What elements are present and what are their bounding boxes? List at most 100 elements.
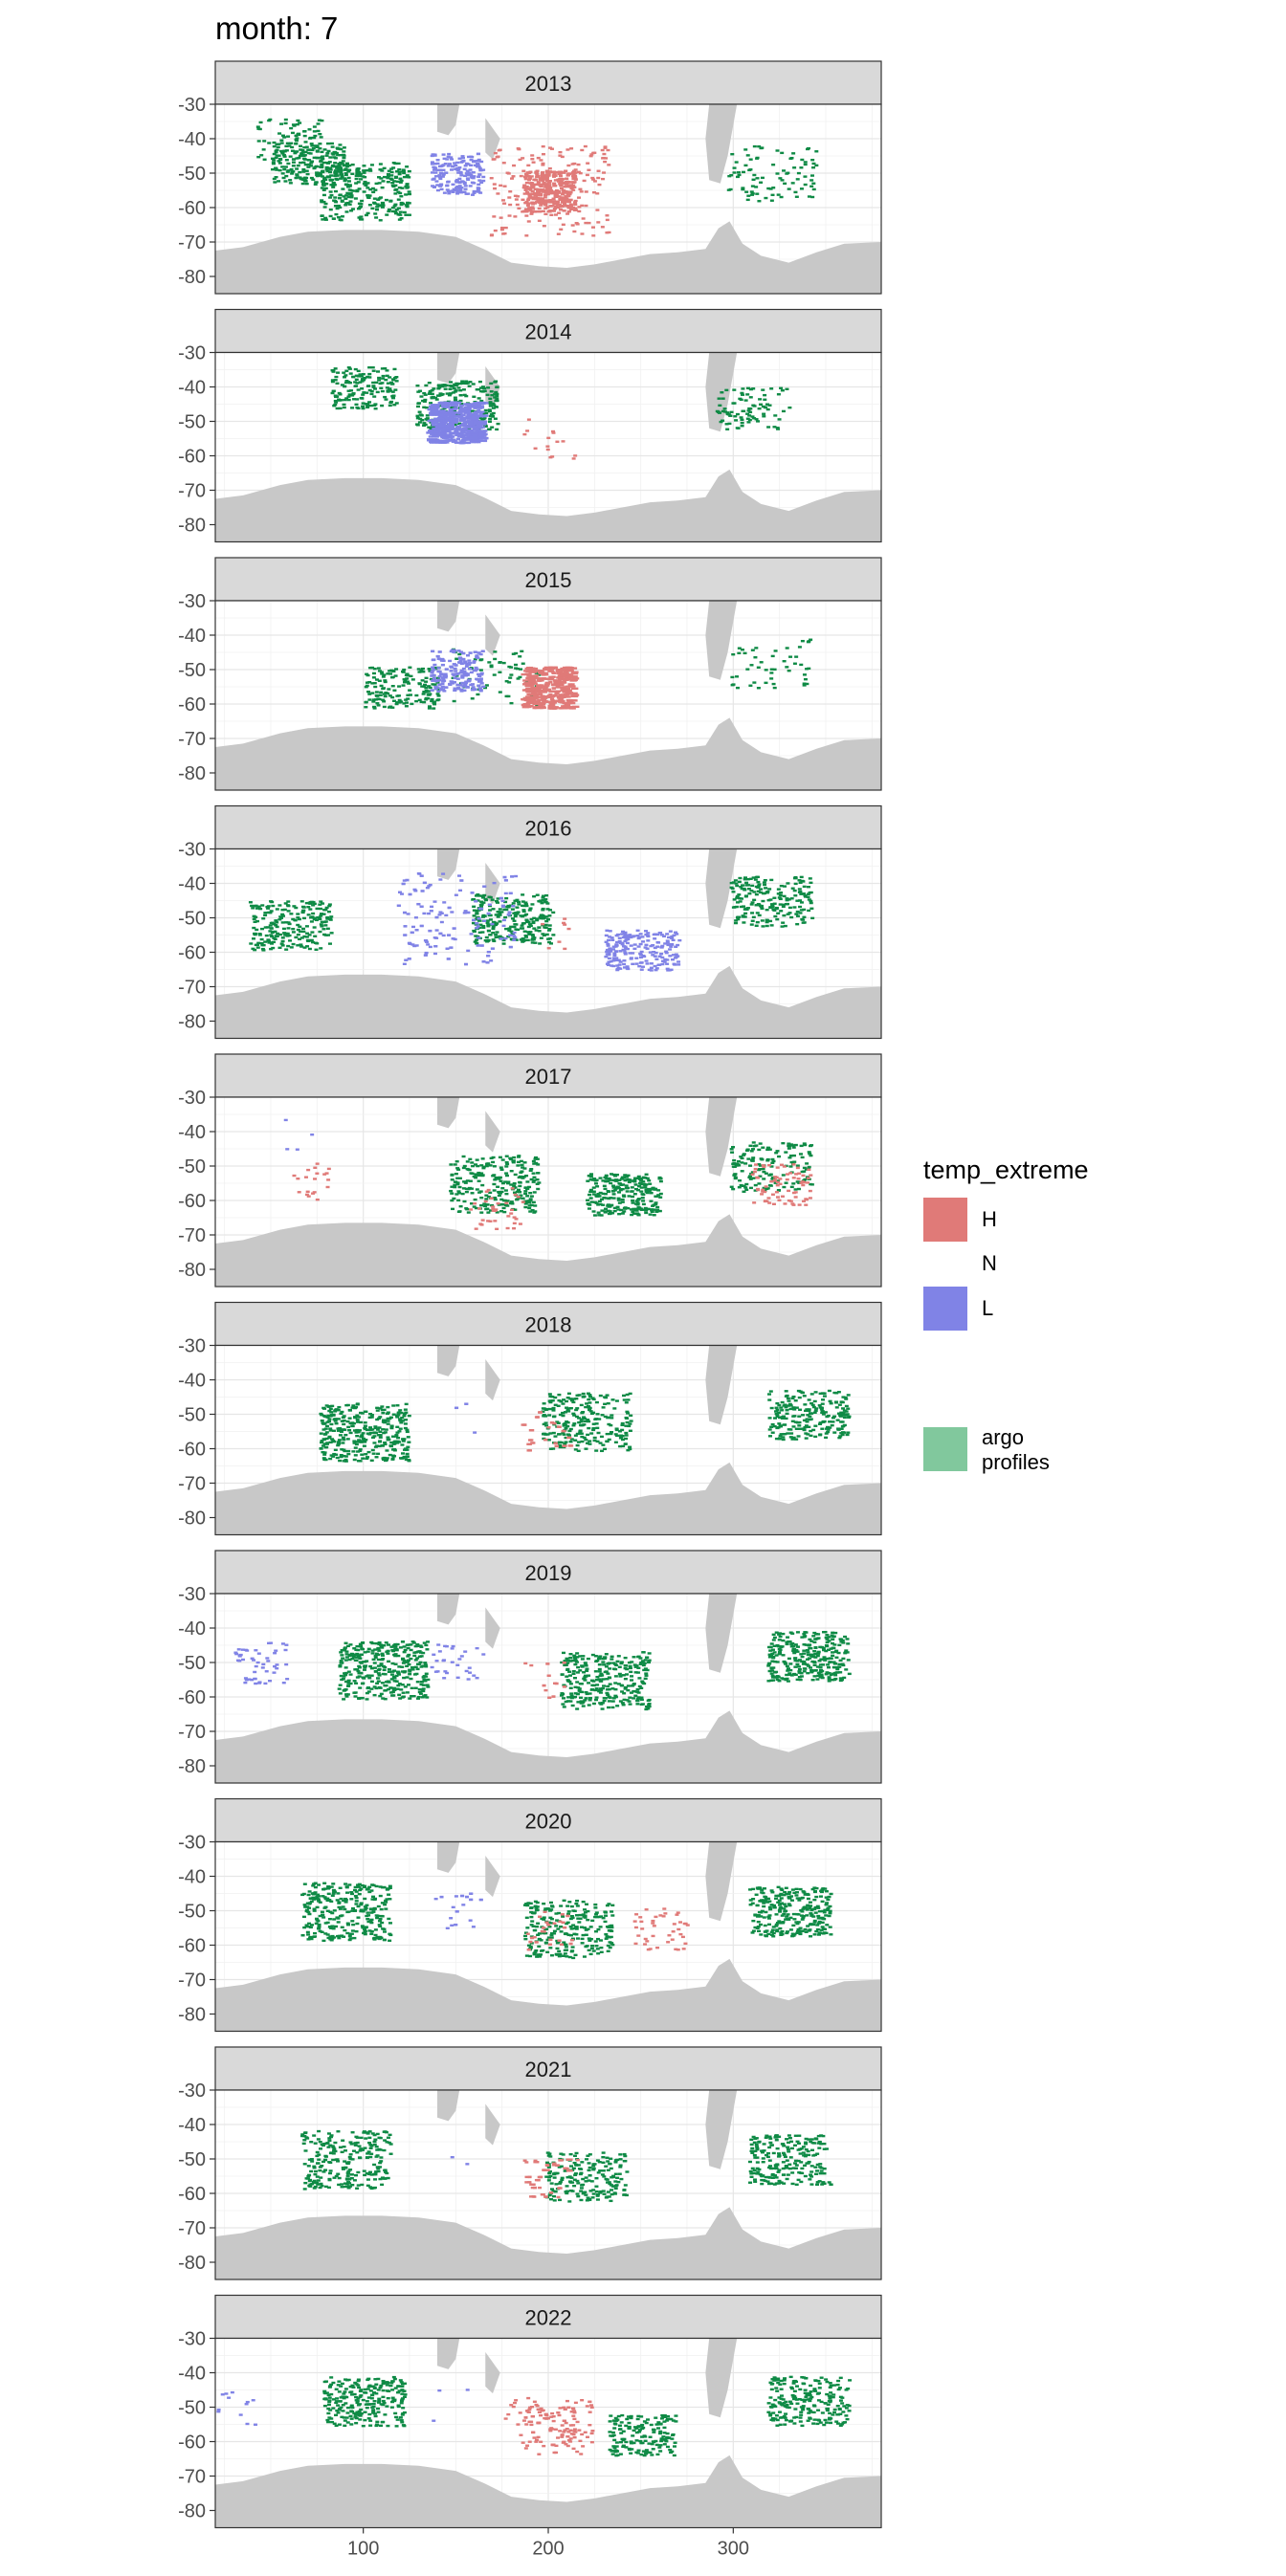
argo-cell bbox=[377, 377, 381, 379]
heat-cell bbox=[584, 205, 588, 207]
argo-cell bbox=[767, 899, 771, 901]
argo-cell bbox=[364, 185, 367, 187]
argo-cell bbox=[307, 128, 311, 130]
heat-cell bbox=[567, 675, 571, 677]
cold-cell bbox=[447, 165, 451, 166]
heat-cell bbox=[586, 162, 589, 164]
argo-cell bbox=[379, 177, 383, 179]
cold-cell bbox=[472, 182, 476, 184]
argo-cell bbox=[742, 921, 745, 923]
argo-cell bbox=[758, 407, 762, 409]
cold-cell bbox=[441, 169, 445, 171]
argo-cell bbox=[343, 146, 346, 148]
argo-cell bbox=[355, 178, 359, 180]
argo-cell bbox=[278, 162, 282, 164]
argo-cell bbox=[795, 196, 799, 198]
cold-cell bbox=[441, 432, 445, 434]
argo-cell bbox=[378, 182, 382, 184]
heat-cell bbox=[524, 178, 528, 180]
argo-cell bbox=[808, 195, 811, 197]
argo-cell bbox=[385, 693, 388, 694]
argo-cell bbox=[398, 218, 402, 220]
cold-cell bbox=[446, 425, 450, 427]
argo-cell bbox=[487, 661, 491, 663]
argo-cell bbox=[273, 145, 277, 147]
cold-cell bbox=[432, 659, 435, 661]
argo-cell bbox=[427, 685, 431, 687]
argo-cell bbox=[416, 406, 420, 407]
heat-cell bbox=[531, 208, 535, 209]
heat-cell bbox=[492, 158, 496, 160]
argo-cell bbox=[380, 405, 384, 407]
cold-cell bbox=[447, 190, 451, 192]
argo-cell bbox=[277, 146, 280, 148]
argo-cell bbox=[765, 891, 769, 892]
heat-cell bbox=[544, 189, 548, 191]
heat-cell bbox=[537, 694, 541, 695]
argo-cell bbox=[340, 399, 344, 401]
argo-cell bbox=[425, 677, 429, 679]
argo-cell bbox=[336, 371, 340, 373]
heat-cell bbox=[535, 173, 539, 175]
argo-cell bbox=[786, 647, 789, 649]
cold-cell bbox=[449, 156, 453, 158]
argo-cell bbox=[383, 367, 387, 369]
argo-cell bbox=[753, 656, 757, 658]
cold-cell bbox=[444, 686, 448, 688]
argo-cell bbox=[349, 372, 353, 374]
argo-cell bbox=[288, 179, 292, 181]
argo-cell bbox=[785, 388, 788, 390]
argo-cell bbox=[365, 391, 368, 393]
argo-cell bbox=[462, 388, 466, 390]
argo-cell bbox=[479, 669, 483, 671]
argo-cell bbox=[797, 172, 801, 174]
cold-cell bbox=[481, 427, 485, 429]
cold-cell bbox=[477, 176, 480, 178]
heat-cell bbox=[557, 180, 561, 182]
argo-cell bbox=[286, 143, 290, 144]
cold-cell bbox=[459, 174, 463, 176]
heat-cell bbox=[563, 209, 566, 211]
argo-cell bbox=[489, 383, 493, 385]
argo-cell bbox=[367, 698, 371, 700]
argo-cell bbox=[343, 407, 346, 408]
heat-cell bbox=[607, 149, 610, 151]
argo-cell bbox=[384, 681, 388, 683]
heat-cell bbox=[552, 691, 556, 693]
heat-cell bbox=[521, 170, 525, 172]
argo-cell bbox=[548, 924, 552, 926]
argo-cell bbox=[356, 168, 360, 170]
heat-cell bbox=[526, 165, 530, 166]
heat-cell bbox=[534, 448, 538, 450]
cold-cell bbox=[465, 163, 469, 165]
heat-cell bbox=[543, 698, 546, 700]
argo-cell bbox=[359, 178, 363, 180]
argo-cell bbox=[484, 899, 488, 901]
y-tick-label: -60 bbox=[178, 198, 206, 219]
argo-cell bbox=[320, 199, 323, 201]
argo-cell bbox=[398, 187, 402, 188]
argo-cell bbox=[756, 157, 760, 159]
cold-cell bbox=[436, 691, 440, 693]
argo-cell bbox=[329, 168, 333, 170]
argo-cell bbox=[749, 396, 753, 398]
cold-cell bbox=[433, 404, 437, 406]
argo-cell bbox=[785, 666, 788, 668]
argo-cell bbox=[471, 697, 475, 699]
argo-cell bbox=[747, 407, 751, 409]
argo-cell bbox=[387, 175, 390, 177]
panel-2014: 2014-30-40-50-60-70-80 bbox=[178, 310, 881, 542]
cold-cell bbox=[464, 165, 468, 166]
argo-cell bbox=[342, 371, 345, 373]
argo-cell bbox=[810, 917, 814, 919]
heat-cell bbox=[529, 212, 533, 214]
argo-cell bbox=[344, 198, 347, 200]
argo-cell bbox=[380, 382, 384, 384]
argo-cell bbox=[431, 389, 434, 391]
heat-cell bbox=[526, 683, 530, 685]
cold-cell bbox=[481, 686, 485, 688]
argo-cell bbox=[737, 652, 741, 654]
heat-cell bbox=[554, 213, 558, 215]
argo-cell bbox=[388, 209, 391, 210]
argo-cell bbox=[545, 934, 549, 936]
